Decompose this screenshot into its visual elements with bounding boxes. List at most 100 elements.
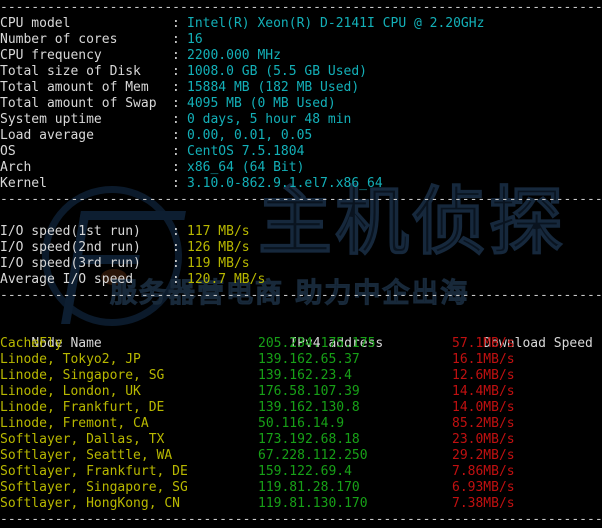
io-speed-value: 120.7 MB/s: [187, 272, 266, 287]
field-colon: :: [172, 96, 180, 111]
system-info-label: Total size of Disk: [0, 64, 141, 79]
table-row: Softlayer, Seattle, WA 67.228.112.250 29.2…: [0, 448, 602, 464]
node-ip-cell: 50.116.14.9: [258, 416, 345, 431]
field-colon: :: [172, 32, 180, 47]
field-colon: :: [172, 48, 180, 63]
node-ip-cell: 205.234.175.175: [258, 336, 376, 351]
system-info-label: System uptime: [0, 112, 102, 127]
node-ip-cell: 119.81.28.170: [258, 480, 360, 495]
table-row: Linode, Frankfurt, DE 139.162.130.8 14.0MB…: [0, 400, 602, 416]
system-info-value: 16: [187, 32, 203, 47]
system-info-value: 15884 MB (182 MB Used): [187, 80, 360, 95]
node-download-speed-cell: 29.2MB/s: [452, 448, 515, 463]
io-speed-label: I/O speed(3rd run): [0, 256, 141, 271]
node-name-cell: Softlayer, Singapore, SG: [0, 480, 188, 495]
table-row: CacheFly 205.234.175.175 57.1MB/s: [0, 336, 602, 352]
field-colon: :: [172, 112, 180, 127]
system-info-row: OS: CentOS 7.5.1804: [0, 144, 602, 160]
field-colon: :: [172, 16, 180, 31]
system-info-label: OS: [0, 144, 16, 159]
node-ip-cell: 159.122.69.4: [258, 464, 352, 479]
field-colon: :: [172, 224, 180, 239]
node-name-cell: Linode, Fremont, CA: [0, 416, 149, 431]
node-name-cell: Softlayer, Seattle, WA: [0, 448, 173, 463]
io-speed-value: 126 MB/s: [187, 240, 250, 255]
system-info-label: Total amount of Mem: [0, 80, 149, 95]
node-ip-cell: 139.162.23.4: [258, 368, 352, 383]
field-colon: :: [172, 272, 180, 287]
system-info-label: Number of cores: [0, 32, 118, 47]
system-info-label: CPU frequency: [0, 48, 102, 63]
io-speed-row: I/O speed(2nd run):126 MB/s: [0, 240, 602, 256]
node-download-speed-cell: 16.1MB/s: [452, 352, 515, 367]
system-info-label: Load average: [0, 128, 94, 143]
io-speed-label: I/O speed(2nd run): [0, 240, 141, 255]
node-ip-cell: 119.81.130.170: [258, 496, 368, 511]
separator-bottom: ----------------------------------------…: [0, 512, 602, 527]
table-row: Linode, Singapore, SG 139.162.23.4 12.6MB/…: [0, 368, 602, 384]
system-info-value: CentOS 7.5.1804: [187, 144, 305, 159]
node-name-cell: Linode, Singapore, SG: [0, 368, 165, 383]
table-row: Softlayer, HongKong, CN 119.81.130.170 7.3…: [0, 496, 602, 512]
node-name-cell: Softlayer, Frankfurt, DE: [0, 464, 188, 479]
header-ipv4-address: IPv4 address: [289, 336, 384, 351]
node-table-body: CacheFly 205.234.175.175 57.1MB/s Linode, T…: [0, 336, 602, 512]
system-info-block: CPU model: Intel(R) Xeon(R) D-2141I CPU @…: [0, 16, 602, 192]
table-row: Linode, Fremont, CA 50.116.14.9 85.2MB/s: [0, 416, 602, 432]
system-info-row: Arch: x86_64 (64 Bit): [0, 160, 602, 176]
system-info-value: 4095 MB (0 MB Used): [187, 96, 336, 111]
table-row: Linode, London, UK 176.58.107.39 14.4MB/s: [0, 384, 602, 400]
io-speed-row: I/O speed(3rd run):119 MB/s: [0, 256, 602, 272]
system-info-value: 0.00, 0.01, 0.05: [187, 128, 313, 143]
system-info-row: Total amount of Swap:4095 MB (0 MB Used): [0, 96, 602, 112]
io-speed-block: I/O speed(1st run):117 MB/s I/O speed(2nd…: [0, 224, 602, 288]
header-download-speed: Download Speed: [483, 336, 593, 351]
system-info-row: CPU frequency:2200.000 MHz: [0, 48, 602, 64]
node-ip-cell: 67.228.112.250: [258, 448, 368, 463]
io-speed-value: 119 MB/s: [187, 256, 250, 271]
node-ip-cell: 139.162.130.8: [258, 400, 360, 415]
io-speed-value: 117 MB/s: [187, 224, 250, 239]
system-info-label: Kernel: [0, 176, 47, 191]
system-info-value: 2200.000 MHz: [187, 48, 281, 63]
field-colon: :: [172, 240, 180, 255]
node-download-speed-cell: 57.1MB/s: [452, 336, 515, 351]
system-info-row: Number of cores:16: [0, 32, 602, 48]
node-download-speed-cell: 7.86MB/s: [452, 464, 515, 479]
system-info-value: Intel(R) Xeon(R) D-2141I CPU @ 2.20GHz: [187, 16, 485, 31]
io-speed-row: Average I/O speed:120.7 MB/s: [0, 272, 602, 288]
node-download-speed-cell: 12.6MB/s: [452, 368, 515, 383]
node-table-header: Node Name IPv4 address Download Speed: [0, 320, 602, 351]
system-info-label: Total amount of Swap: [0, 96, 157, 111]
node-download-speed-cell: 7.38MB/s: [452, 496, 515, 511]
table-row: Softlayer, Singapore, SG 119.81.28.170 6.9…: [0, 480, 602, 496]
system-info-row: Total size of Disk:1008.0 GB (5.5 GB Use…: [0, 64, 602, 80]
system-info-value: 0 days, 5 hour 48 min: [187, 112, 352, 127]
node-name-cell: Softlayer, HongKong, CN: [0, 496, 181, 511]
field-colon: :: [172, 256, 180, 271]
system-info-label: CPU model: [0, 16, 71, 31]
system-info-row: System uptime:0 days, 5 hour 48 min: [0, 112, 602, 128]
field-colon: :: [172, 160, 180, 175]
field-colon: :: [172, 64, 180, 79]
node-download-speed-cell: 14.4MB/s: [452, 384, 515, 399]
field-colon: :: [172, 176, 180, 191]
system-info-row: Kernel:3.10.0-862.9.1.el7.x86_64: [0, 176, 602, 192]
node-download-speed-cell: 23.0MB/s: [452, 432, 515, 447]
system-info-value: x86_64 (64 Bit): [187, 160, 305, 175]
node-ip-cell: 173.192.68.18: [258, 432, 360, 447]
system-info-value: 1008.0 GB (5.5 GB Used): [187, 64, 368, 79]
separator-top: ----------------------------------------…: [0, 0, 602, 15]
node-ip-cell: 139.162.65.37: [258, 352, 360, 367]
field-colon: :: [172, 80, 180, 95]
node-download-speed-cell: 85.2MB/s: [452, 416, 515, 431]
table-row: Softlayer, Frankfurt, DE 159.122.69.4 7.86…: [0, 464, 602, 480]
system-info-row: Load average:0.00, 0.01, 0.05: [0, 128, 602, 144]
node-download-speed-cell: 6.93MB/s: [452, 480, 515, 495]
field-colon: :: [172, 128, 180, 143]
system-info-row: CPU model: Intel(R) Xeon(R) D-2141I CPU @…: [0, 16, 602, 32]
io-speed-row: I/O speed(1st run):117 MB/s: [0, 224, 602, 240]
field-colon: :: [172, 144, 180, 159]
separator-mid-2: ----------------------------------------…: [0, 288, 602, 303]
